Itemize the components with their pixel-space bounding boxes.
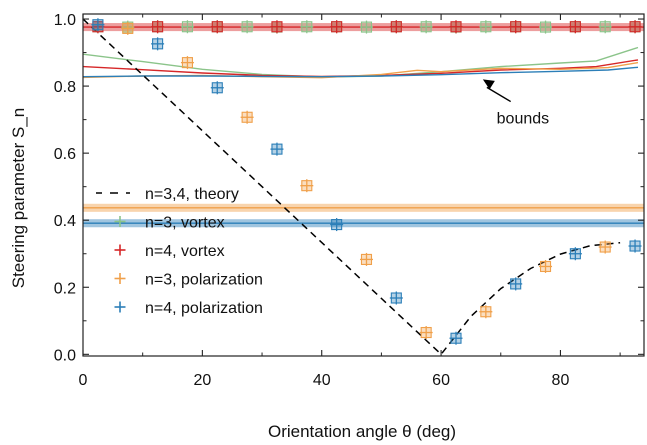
legend-label-3: n=3, polarization — [145, 272, 263, 289]
x-tick-label-2: 40 — [313, 372, 331, 389]
point-s0-15 — [539, 20, 553, 34]
y-tick-label-3: 0.6 — [54, 146, 76, 163]
point-s0-9 — [359, 20, 373, 34]
annotation-arrow-shaft — [486, 86, 512, 103]
point-s2-1 — [180, 56, 194, 70]
point-s3-9 — [628, 239, 642, 253]
annotation-layer: bounds — [482, 79, 550, 128]
x-tick-label-4: 80 — [552, 372, 570, 389]
point-s3-0 — [91, 18, 105, 32]
y-tick-label-2: 0.4 — [54, 213, 76, 230]
point-s1-3 — [270, 20, 284, 34]
legend-item-0: n=3,4, theory — [96, 186, 239, 203]
point-s3-5 — [389, 291, 403, 305]
point-s0-3 — [180, 20, 194, 34]
point-s1-6 — [449, 20, 463, 34]
legend-item-2: n=4, vortex — [114, 243, 225, 260]
point-s2-6 — [479, 305, 493, 319]
y-tick-label-4: 0.8 — [54, 79, 76, 96]
point-s3-2 — [210, 81, 224, 95]
legend-label-4: n=4, polarization — [145, 300, 263, 317]
point-s2-4 — [359, 252, 373, 266]
legend: n=3,4, theory n=3, vortex n=4, vortex n=3, … — [96, 186, 263, 317]
point-s3-6 — [449, 331, 463, 345]
point-s2-8 — [598, 240, 612, 254]
point-s0-17 — [598, 20, 612, 34]
point-s0-7 — [300, 20, 314, 34]
plot-frame — [82, 13, 645, 357]
legend-label-0: n=3,4, theory — [145, 186, 239, 203]
point-s1-1 — [151, 20, 165, 34]
legend-label-1: n=3, vortex — [145, 215, 225, 232]
y-tick-label-1: 0.2 — [54, 280, 76, 297]
y-tick-label-5: 1.0 — [54, 12, 76, 29]
legend-item-1: n=3, vortex — [114, 215, 225, 232]
point-s2-3 — [300, 179, 314, 193]
annotation-arrow-head — [482, 79, 495, 90]
point-s2-7 — [539, 259, 553, 273]
bound-line-1 — [83, 59, 639, 78]
point-s2-0 — [121, 21, 135, 35]
x-tick-label-0: 0 — [79, 372, 88, 389]
x-tick-label-3: 60 — [432, 372, 450, 389]
point-s3-4 — [330, 218, 344, 232]
point-s3-1 — [151, 37, 165, 51]
point-s1-2 — [210, 20, 224, 34]
theory-line — [83, 18, 621, 356]
point-s1-4 — [330, 20, 344, 34]
points-layer — [91, 18, 642, 345]
point-s1-8 — [568, 20, 582, 34]
point-s3-3 — [270, 142, 284, 156]
bound-line-0 — [83, 46, 639, 78]
point-s2-5 — [419, 326, 433, 340]
point-s0-13 — [479, 20, 493, 34]
point-s2-2 — [240, 110, 254, 124]
annotation-label: bounds — [497, 111, 550, 128]
point-s0-5 — [240, 20, 254, 34]
point-s3-8 — [568, 247, 582, 261]
axes-layer: 0 20 40 60 80 0.0 0.2 0.4 0.6 0.8 1.0 — [54, 12, 645, 389]
legend-item-3: n=3, polarization — [114, 272, 263, 289]
point-s1-7 — [509, 20, 523, 34]
point-s3-7 — [509, 277, 523, 291]
y-tick-label-0: 0.0 — [54, 347, 76, 364]
x-axis-title: Orientation angle θ (deg) — [268, 422, 456, 441]
theory-layer — [83, 18, 621, 356]
bounds-layer — [83, 46, 639, 79]
point-s1-5 — [389, 20, 403, 34]
bound-line-3 — [83, 66, 639, 78]
point-s1-9 — [628, 20, 642, 34]
x-tick-label-1: 20 — [193, 372, 211, 389]
legend-item-4: n=4, polarization — [114, 300, 263, 317]
legend-label-2: n=4, vortex — [145, 243, 225, 260]
y-axis-title: Steering parameter S_n — [9, 108, 28, 289]
point-s0-11 — [419, 20, 433, 34]
